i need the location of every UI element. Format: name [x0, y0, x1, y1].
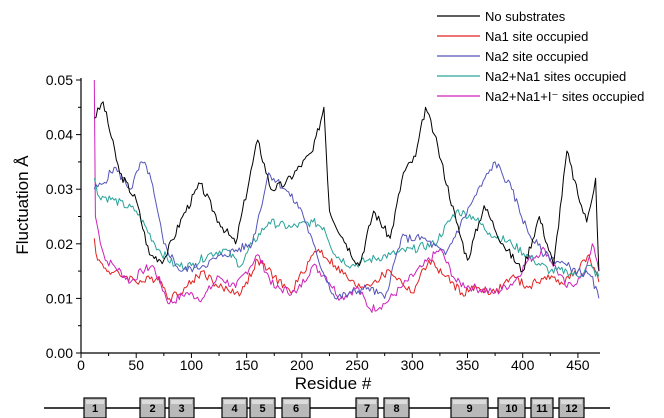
series-line-4 [93, 79, 600, 313]
x-tick-label: 450 [566, 357, 590, 373]
tm-segment-label: 10 [505, 403, 517, 415]
series-line-3 [93, 178, 600, 278]
x-tick-label: 250 [345, 357, 369, 373]
legend-label-0: No substrates [485, 9, 566, 24]
x-tick-label: 400 [511, 357, 535, 373]
x-tick-label: 300 [401, 357, 425, 373]
topology-bar: 1 2 3 4 5 6 7 8 9 10 11 12 [44, 397, 610, 418]
tm-segment-highlight [86, 400, 104, 404]
tm-segment-label: 6 [293, 403, 299, 415]
series-line-0 [94, 101, 600, 273]
tm-segment-label: 8 [393, 403, 399, 415]
tm-segment-highlight [533, 400, 551, 404]
tm-segment-label: 12 [565, 403, 577, 415]
x-tick-label: 0 [77, 357, 85, 373]
tm-segment-highlight [386, 400, 407, 404]
x-tick-label: 350 [456, 357, 480, 373]
tm-segment-label: 11 [536, 403, 548, 415]
tm-segment-highlight [252, 400, 273, 404]
tm-segment-label: 5 [259, 403, 265, 415]
tm-segment-highlight [284, 400, 308, 404]
legend-label-2: Na2 site occupied [485, 49, 588, 64]
tm-segment-label: 9 [466, 403, 472, 415]
legend: No substrates Na1 site occupied Na2 site o… [437, 9, 644, 104]
y-tick-label: 0.00 [46, 345, 73, 361]
x-tick-label: 50 [128, 357, 144, 373]
tm-segment-label: 3 [178, 403, 184, 415]
tm-segment-highlight [500, 400, 523, 404]
tm-segment-highlight [142, 400, 163, 404]
legend-label-3: Na2+Na1 sites occupied [485, 69, 626, 84]
x-axis-title: Residue # [295, 374, 372, 393]
tm-segment-highlight [358, 400, 376, 404]
y-tick-label: 0.03 [46, 181, 73, 197]
x-tick-label: 100 [180, 357, 204, 373]
series-line-2 [93, 161, 600, 300]
legend-label-4: Na2+Na1+I⁻ sites occupied [485, 89, 644, 104]
y-axis-title: Fluctuation Å [13, 155, 32, 255]
tm-segment-label: 7 [364, 403, 370, 415]
tm-segment-highlight [561, 400, 582, 404]
tm-segment-highlight [224, 400, 245, 404]
tm-segment-label: 1 [92, 403, 98, 415]
y-tick-label: 0.01 [46, 290, 73, 306]
y-tick-label: 0.02 [46, 236, 73, 252]
tm-segment-label: 2 [149, 403, 155, 415]
x-tick-label: 200 [290, 357, 314, 373]
tm-segment-highlight [453, 400, 486, 404]
tm-segment-highlight [171, 400, 192, 404]
y-tick-label: 0.05 [46, 72, 73, 88]
x-tick-label: 150 [235, 357, 259, 373]
axes: 0 50 100 150 200 250 300 350 400 450 0.00 0.01 0.02 0… [46, 72, 600, 373]
legend-label-1: Na1 site occupied [485, 29, 588, 44]
tm-segment-label: 4 [231, 403, 238, 415]
series-layer [93, 79, 600, 313]
y-tick-label: 0.04 [46, 127, 73, 143]
